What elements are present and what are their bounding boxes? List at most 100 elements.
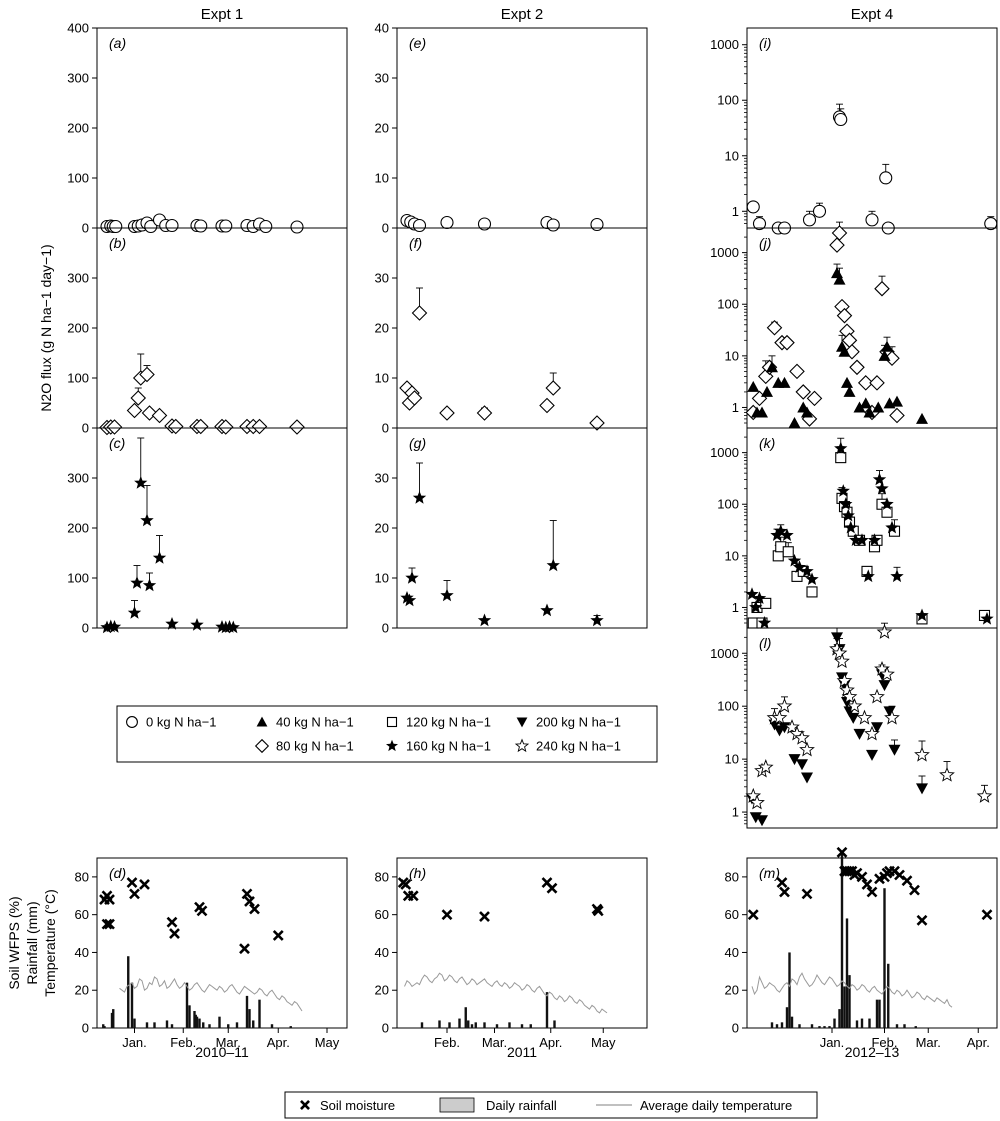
rain-bar [780, 1022, 784, 1028]
rain-bar [202, 1022, 205, 1028]
rain-bar [227, 1024, 230, 1028]
y-tick-label: 60 [75, 907, 89, 922]
y-tick-label: 80 [725, 869, 739, 884]
y-tick-label: 30 [375, 471, 389, 486]
data-point [980, 611, 994, 625]
y-tick-label: 0 [82, 621, 89, 636]
data-point [747, 380, 760, 392]
rain-bar [798, 1024, 801, 1028]
x-tick-label: Jan. [122, 1035, 147, 1050]
data-point [589, 415, 605, 431]
data-point [194, 219, 208, 233]
data-point [881, 506, 893, 518]
data-point [782, 546, 794, 558]
moisture-point [916, 914, 928, 926]
y-tick-label: 40 [375, 945, 389, 960]
data-point [406, 390, 423, 406]
y-tick-label: 0 [82, 421, 89, 436]
data-point [836, 484, 850, 497]
cross-stroke [909, 884, 920, 896]
series-circle [100, 213, 304, 234]
data-point [829, 237, 845, 253]
legend-frame [116, 705, 658, 763]
data-point [590, 613, 604, 627]
y-tick-label: 0 [382, 421, 389, 436]
series-star [745, 437, 994, 629]
data-point [412, 491, 427, 504]
moisture-point [981, 909, 993, 921]
env-legend-frame [284, 1091, 818, 1119]
rain-bar [467, 1020, 470, 1028]
data-point [130, 390, 147, 406]
data-point [885, 520, 899, 534]
panel-frame [746, 427, 998, 629]
y-tick-label: 100 [67, 371, 89, 386]
data-point [888, 744, 901, 756]
data-point [916, 412, 928, 424]
y-tick-label: 200 [67, 321, 89, 336]
data-point [884, 709, 900, 725]
data-point [440, 215, 454, 230]
rain-bar [245, 995, 249, 1028]
environment-legend: Soil moisture Daily rainfall Average daily… [284, 1091, 818, 1119]
env-legend-marker-bar [439, 1097, 475, 1113]
legend-label-6: 160 kg N ha−1 [406, 739, 491, 754]
y-tick-label: 60 [725, 907, 739, 922]
data-point [219, 219, 233, 233]
cross-stroke [441, 909, 453, 921]
rain-bar [474, 1022, 477, 1028]
data-point [546, 218, 560, 232]
data-point [440, 588, 454, 602]
cross-stroke [981, 909, 993, 921]
rain-bar [790, 1016, 794, 1028]
rain-bar [545, 992, 549, 1028]
data-point [916, 783, 928, 795]
data-point [778, 376, 791, 388]
cross-stroke [747, 909, 759, 921]
series-diamond [745, 221, 905, 427]
data-point [167, 418, 184, 435]
rain-bar [529, 1024, 532, 1028]
data-point [801, 772, 813, 784]
data-point [839, 497, 853, 510]
rain-bar [868, 1018, 871, 1028]
y-tick-label: 1000 [710, 646, 739, 661]
data-point [883, 706, 896, 718]
moisture-point [779, 886, 790, 898]
legend-label-1: 0 kg N ha−1 [146, 715, 216, 730]
data-point [839, 682, 855, 697]
data-point [914, 746, 930, 762]
data-point [849, 359, 865, 376]
series-star [100, 437, 240, 634]
season-label-1: 2010–11 [195, 1044, 249, 1060]
data-point [891, 395, 903, 407]
rain-bar [194, 1014, 197, 1028]
y-tick-label: 10 [725, 348, 739, 363]
panel-label-e: (e) [409, 35, 426, 51]
cross-stroke [272, 930, 284, 941]
y-tick-label: 100 [717, 699, 739, 714]
moisture-point [747, 909, 759, 921]
y-tick-label: 20 [725, 983, 739, 998]
y-tick-label: 40 [75, 945, 89, 960]
data-point [757, 759, 774, 775]
data-point [439, 405, 455, 421]
rain-bar [130, 982, 134, 1028]
cross-stroke [779, 886, 790, 898]
data-point [872, 401, 885, 413]
moisture-point [241, 888, 253, 900]
rain-bar [495, 1024, 499, 1028]
panel-m: 0 20 40 60 80 (m) Jan. Feb. Mar. Apr. [725, 846, 998, 1050]
cross-stroke [244, 896, 255, 907]
cross-stroke [241, 888, 253, 900]
data-point [844, 520, 858, 534]
data-point [757, 616, 772, 629]
y-tick-label: 30 [375, 271, 389, 286]
data-point [853, 728, 866, 740]
data-point [130, 576, 144, 589]
rain-bar [112, 1009, 115, 1028]
data-point [836, 672, 853, 688]
panel-frame [396, 27, 648, 229]
panel-label-b: (b) [109, 235, 126, 251]
